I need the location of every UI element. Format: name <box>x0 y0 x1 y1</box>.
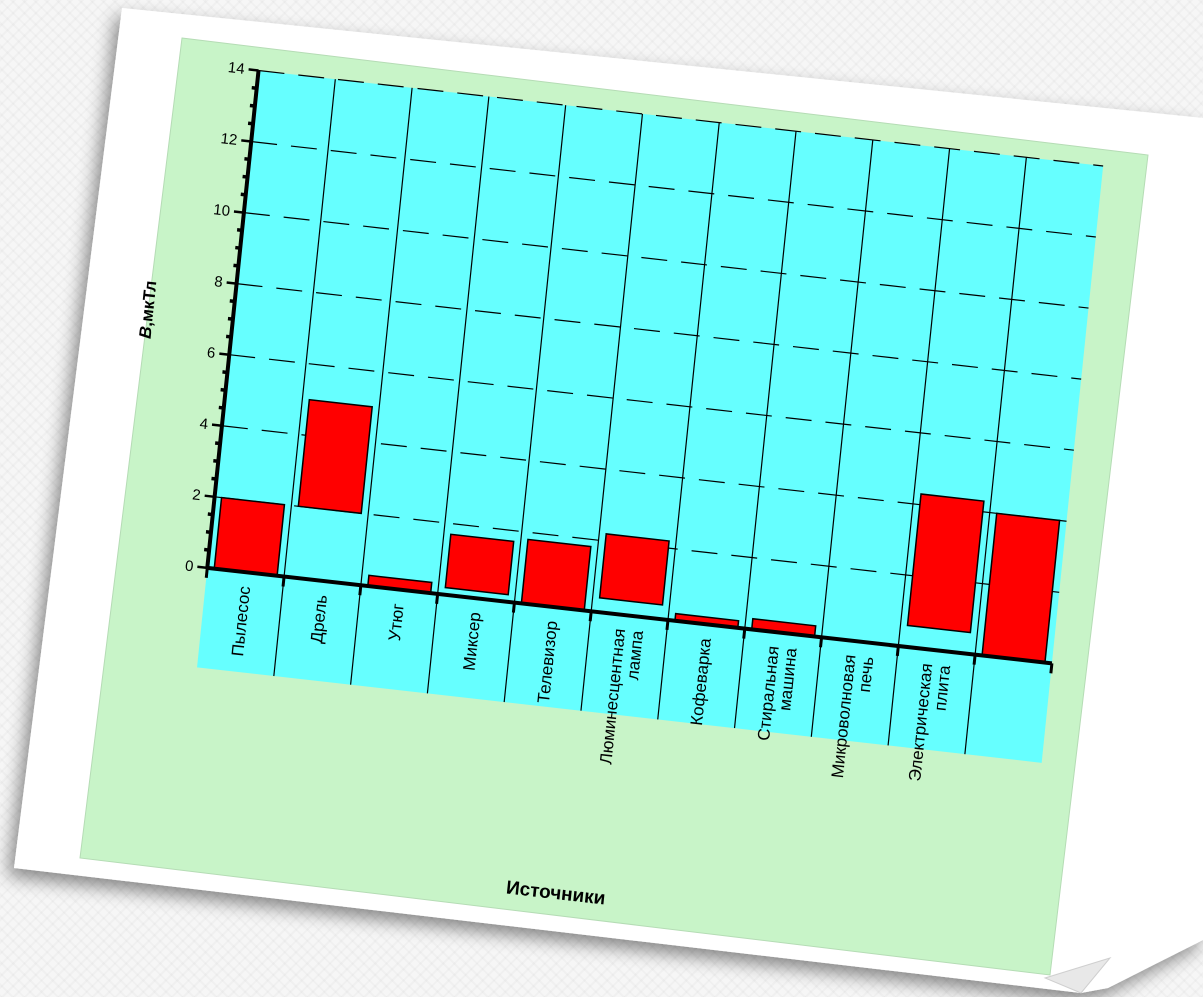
x-tick <box>204 567 209 578</box>
x-axis-line <box>207 565 1053 666</box>
y-minor-tick <box>242 174 248 179</box>
x-tick-label-line: печь <box>855 655 878 693</box>
y-axis-label-unit: ,мкТл <box>137 280 161 328</box>
y-tick-label: 10 <box>212 201 230 220</box>
y-tick-label: 2 <box>191 486 201 504</box>
x-tick-label: Утюг <box>385 602 408 641</box>
x-tick <box>281 576 286 587</box>
y-minor-tick <box>249 103 256 108</box>
grid-line-horizontal <box>229 354 1074 451</box>
x-tick <box>665 619 670 631</box>
y-major-tick <box>226 281 237 285</box>
x-tick <box>972 654 977 665</box>
bar <box>981 512 1061 664</box>
y-minor-tick <box>227 316 234 321</box>
y-minor-tick <box>205 530 212 535</box>
x-tick <box>895 645 900 657</box>
y-axis-label: B,мкТл <box>136 280 161 340</box>
y-tick-labels: 0 2 4 6 8 10 12 14 <box>184 59 245 575</box>
x-tick-label-line: Утюг <box>385 602 408 641</box>
x-tick <box>511 602 516 613</box>
y-minor-tick <box>244 157 250 162</box>
grid-line-horizontal <box>243 212 1089 309</box>
y-minor-tick <box>207 512 213 517</box>
y-minor-tick <box>225 334 232 339</box>
y-tick-label: 0 <box>184 557 194 575</box>
y-minor-tick <box>247 121 254 126</box>
y-major-tick <box>248 68 259 72</box>
y-minor-tick <box>240 192 246 197</box>
grid-line-horizontal <box>251 140 1096 238</box>
y-major-tick <box>197 565 208 570</box>
y-minor-tick <box>213 458 219 464</box>
y-minor-tick <box>218 405 224 410</box>
x-tick <box>435 593 440 605</box>
y-minor-tick <box>220 387 226 392</box>
y-tick-label: 8 <box>213 273 223 291</box>
y-minor-tick <box>214 441 221 446</box>
bar <box>906 493 985 634</box>
y-major-tick <box>233 210 245 214</box>
x-tick <box>358 585 363 596</box>
y-minor-tick <box>222 370 228 375</box>
page-curl <box>1043 957 1112 994</box>
y-major-tick <box>211 423 223 427</box>
x-tick <box>819 637 824 648</box>
y-axis-label-symbol: B <box>136 325 156 339</box>
y-minor-tick <box>236 228 243 233</box>
y-tick-label: 6 <box>206 344 216 362</box>
x-tick <box>1049 663 1054 674</box>
y-axis-line <box>205 70 261 569</box>
x-tick-label-line: Дрель <box>307 594 331 645</box>
y-minor-tick <box>233 263 239 268</box>
y-minor-tick <box>229 299 235 304</box>
x-tick <box>742 628 747 639</box>
y-major-tick <box>204 494 215 499</box>
bar <box>213 496 286 577</box>
y-tick-label: 12 <box>220 130 238 149</box>
x-tick <box>588 611 593 622</box>
x-tick-label: Дрель <box>307 594 331 645</box>
bar <box>444 533 515 596</box>
y-tick-label: 4 <box>199 415 209 433</box>
axes <box>197 68 1054 674</box>
y-minor-tick <box>251 85 257 90</box>
y-minor-tick <box>235 245 241 250</box>
y-minor-tick <box>203 547 210 552</box>
bar <box>520 538 592 612</box>
bar <box>598 533 670 606</box>
grid-line-horizontal <box>236 283 1082 380</box>
y-minor-tick <box>211 476 217 481</box>
grid-line-horizontal <box>258 69 1104 167</box>
y-tick-label: 14 <box>227 59 245 78</box>
bar <box>297 398 374 515</box>
x-tick-label-line: плита <box>931 664 955 712</box>
y-major-tick <box>219 352 230 356</box>
y-major-tick <box>241 139 252 143</box>
